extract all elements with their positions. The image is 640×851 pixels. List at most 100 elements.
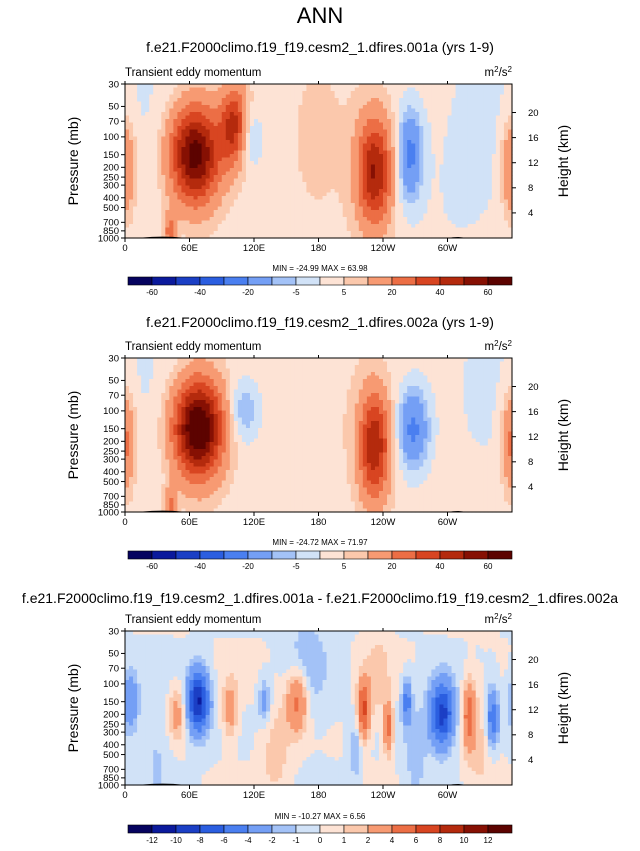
field-cell (342, 210, 348, 215)
field-cell (221, 217, 227, 222)
field-cell (169, 87, 174, 92)
field-cell (129, 368, 134, 373)
field-cell (503, 136, 509, 141)
field-cell (125, 171, 130, 176)
field-cell (197, 192, 203, 197)
field-cell (298, 147, 303, 152)
field-cell (507, 182, 513, 187)
field-cell (350, 365, 356, 370)
field-cell (342, 227, 348, 232)
field-cell (326, 368, 332, 373)
field-cell (282, 224, 287, 229)
field-cell (415, 129, 420, 134)
field-cell (435, 210, 441, 215)
field-cell (503, 129, 509, 134)
field-cell (443, 133, 449, 138)
field-cell (125, 227, 130, 232)
field-cell (310, 126, 316, 131)
field-cell (274, 224, 279, 229)
field-cell (173, 84, 179, 89)
field-cell (439, 154, 445, 159)
field-cell (197, 379, 203, 384)
field-cell (245, 143, 251, 148)
field-cell (217, 365, 223, 370)
field-cell (225, 129, 231, 134)
field-cell (378, 365, 384, 370)
field-cell (133, 168, 138, 173)
field-cell (278, 108, 283, 113)
field-cell (483, 168, 489, 173)
field-cell (370, 87, 376, 92)
field-cell (302, 105, 308, 110)
field-cell (229, 91, 235, 96)
field-cell (294, 168, 299, 173)
field-cell (374, 210, 380, 215)
field-cell (330, 175, 336, 180)
field-cell (491, 98, 497, 103)
field-cell (370, 372, 376, 377)
field-cell (330, 178, 336, 183)
field-cell (423, 98, 428, 103)
field-cell (370, 234, 376, 239)
field-cell (387, 365, 392, 370)
field-cell (213, 150, 219, 155)
field-cell (181, 105, 187, 110)
field-cell (298, 224, 303, 229)
field-cell (362, 178, 368, 183)
field-cell (427, 91, 432, 96)
field-cell (290, 94, 295, 99)
field-cell (310, 185, 316, 190)
field-cell (173, 231, 179, 236)
field-cell (306, 368, 312, 373)
field-cell (213, 140, 219, 145)
field-cell (407, 192, 412, 197)
field-cell (479, 206, 485, 211)
field-cell (237, 150, 243, 155)
field-cell (334, 199, 340, 204)
field-cell (387, 213, 392, 218)
field-cell (209, 94, 215, 99)
field-cell (294, 119, 299, 124)
field-cell (201, 157, 207, 162)
field-cell (157, 365, 162, 370)
field-cell (169, 199, 174, 204)
field-cell (157, 94, 162, 99)
field-cell (439, 122, 445, 127)
field-cell (185, 105, 191, 110)
y-tick-label: 250 (103, 172, 119, 183)
field-cell (318, 101, 324, 106)
field-cell (149, 112, 154, 117)
field-cell (427, 168, 432, 173)
field-cell (310, 147, 316, 152)
field-cell (149, 108, 154, 113)
field-cell (270, 126, 275, 131)
field-cell (391, 129, 396, 134)
field-cell (266, 115, 271, 120)
field-cell (378, 115, 384, 120)
field-cell (455, 136, 461, 141)
field-cell (221, 175, 227, 180)
field-cell (455, 143, 461, 148)
field-cell (145, 122, 150, 127)
field-cell (221, 224, 227, 229)
field-cell (129, 171, 134, 176)
field-cell (169, 112, 174, 117)
field-cell (225, 368, 231, 373)
field-cell (499, 105, 505, 110)
field-cell (221, 101, 227, 106)
field-cell (350, 87, 356, 92)
field-cell (459, 150, 465, 155)
field-cell (451, 129, 457, 134)
field-cell (193, 115, 199, 120)
field-cell (129, 199, 134, 204)
field-cell (177, 224, 183, 229)
field-cell (298, 365, 303, 370)
y-tick-label: 500 (103, 203, 119, 214)
field-cell (326, 136, 332, 141)
field-cell (254, 136, 259, 141)
field-cell (217, 175, 223, 180)
field-cell (266, 108, 271, 113)
field-cell (451, 224, 457, 229)
field-cell (395, 210, 400, 215)
field-cell (185, 372, 191, 377)
